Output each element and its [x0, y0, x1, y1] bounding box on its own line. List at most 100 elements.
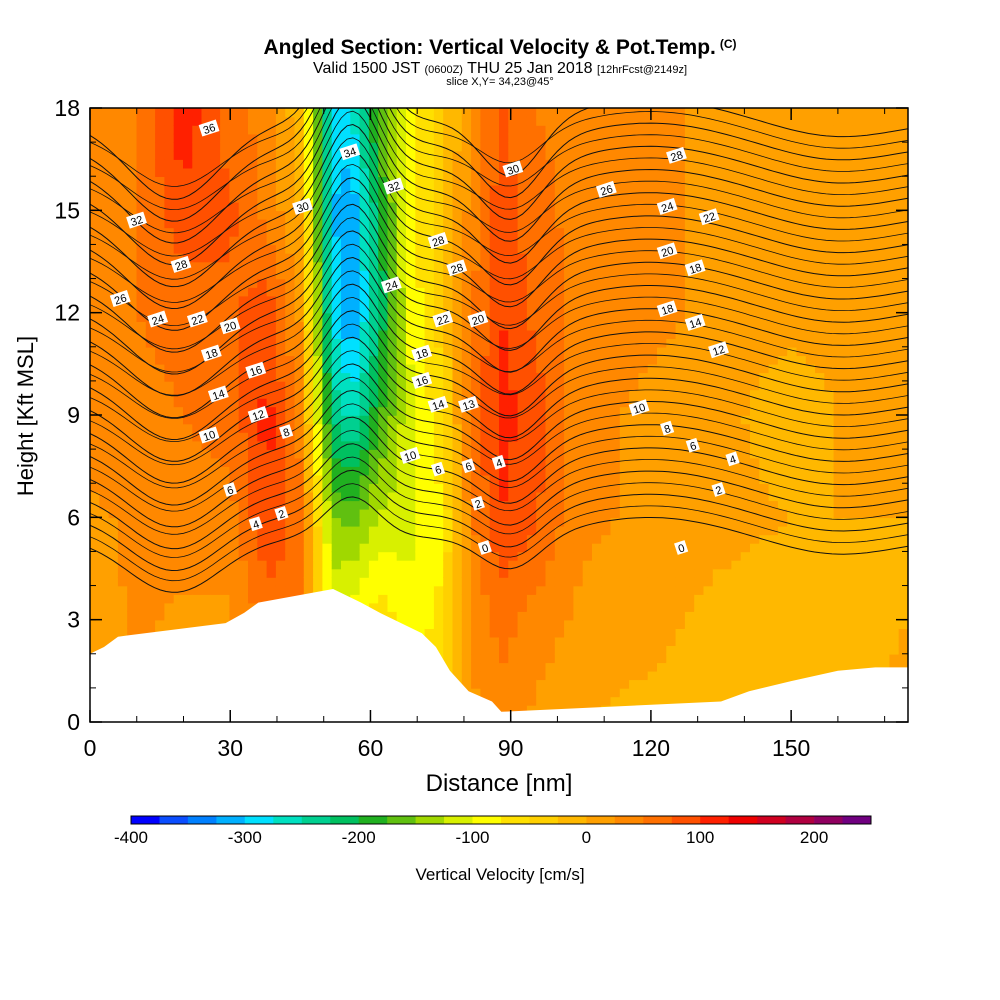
velocity-cell	[415, 133, 426, 143]
velocity-cell	[220, 142, 231, 152]
velocity-cell	[508, 500, 519, 510]
velocity-cell	[582, 645, 593, 655]
velocity-cell	[387, 397, 398, 408]
velocity-cell	[378, 474, 389, 484]
velocity-cell	[508, 355, 519, 365]
velocity-cell	[657, 628, 668, 638]
velocity-cell	[657, 415, 668, 425]
velocity-cell	[564, 176, 575, 186]
velocity-cell	[192, 542, 203, 553]
velocity-cell	[499, 159, 510, 169]
velocity-cell	[406, 261, 417, 271]
velocity-cell	[117, 508, 128, 519]
velocity-cell	[499, 585, 510, 595]
velocity-cell	[424, 577, 435, 587]
velocity-cell	[145, 159, 156, 169]
velocity-cell	[461, 517, 472, 527]
velocity-cell	[387, 235, 398, 246]
velocity-cell	[331, 406, 342, 416]
velocity-cell	[341, 295, 352, 305]
velocity-cell	[350, 338, 361, 348]
velocity-cell	[415, 525, 426, 536]
velocity-cell	[192, 491, 203, 502]
velocity-cell	[99, 176, 110, 186]
velocity-cell	[666, 619, 677, 629]
velocity-cell	[331, 534, 342, 544]
velocity-cell	[703, 312, 714, 322]
velocity-cell	[647, 602, 658, 612]
velocity-cell	[471, 483, 482, 493]
velocity-cell	[145, 594, 156, 604]
velocity-cell	[192, 176, 203, 186]
velocity-cell	[517, 457, 528, 467]
velocity-cell	[266, 125, 277, 135]
velocity-cell	[480, 116, 491, 126]
velocity-cell	[424, 585, 435, 595]
velocity-cell	[564, 304, 575, 314]
velocity-cell	[657, 542, 668, 553]
velocity-cell	[694, 363, 705, 374]
velocity-cell	[201, 500, 212, 510]
velocity-cell	[145, 474, 156, 484]
velocity-cell	[173, 184, 184, 195]
velocity-cell	[703, 304, 714, 314]
velocity-cell	[471, 210, 482, 220]
velocity-cell	[341, 508, 352, 519]
velocity-cell	[145, 483, 156, 493]
velocity-cell	[657, 517, 668, 527]
velocity-cell	[127, 585, 138, 595]
velocity-cell	[238, 363, 249, 374]
velocity-cell	[629, 585, 640, 595]
velocity-cell	[647, 628, 658, 638]
velocity-cell	[564, 645, 575, 655]
velocity-cell	[703, 338, 714, 348]
velocity-cell	[452, 210, 463, 220]
velocity-cell	[694, 227, 705, 237]
velocity-cell	[508, 662, 519, 672]
velocity-cell	[220, 525, 231, 536]
velocity-cell	[248, 278, 259, 288]
velocity-cell	[452, 585, 463, 595]
velocity-cell	[647, 525, 658, 536]
velocity-cell	[712, 534, 723, 544]
velocity-cell	[684, 389, 695, 399]
velocity-cell	[164, 491, 175, 502]
velocity-cell	[117, 628, 128, 638]
velocity-cell	[108, 594, 119, 604]
velocity-cell	[220, 560, 231, 570]
velocity-cell	[201, 517, 212, 527]
velocity-cell	[201, 466, 212, 476]
velocity-cell	[489, 133, 500, 143]
velocity-cell	[229, 125, 240, 135]
velocity-cell	[145, 491, 156, 502]
velocity-cell	[499, 244, 510, 254]
velocity-cell	[601, 372, 612, 382]
velocity-cell	[415, 193, 426, 203]
velocity-cell	[350, 159, 361, 169]
velocity-cell	[406, 525, 417, 536]
velocity-cell	[471, 449, 482, 459]
velocity-cell	[275, 167, 286, 177]
velocity-cell	[396, 304, 407, 314]
velocity-cell	[694, 619, 705, 629]
velocity-cell	[136, 602, 147, 612]
velocity-cell	[489, 585, 500, 595]
velocity-cell	[508, 577, 519, 587]
velocity-cell	[480, 184, 491, 195]
velocity-cell	[443, 440, 454, 450]
velocity-cell	[657, 176, 668, 186]
velocity-cell	[564, 491, 575, 502]
velocity-cell	[117, 116, 128, 126]
velocity-cell	[638, 321, 649, 331]
velocity-cell	[619, 184, 630, 195]
velocity-cell	[443, 125, 454, 135]
velocity-cell	[406, 193, 417, 203]
velocity-cell	[155, 201, 166, 212]
velocity-cell	[313, 406, 324, 416]
velocity-cell	[164, 406, 175, 416]
velocity-cell	[722, 525, 733, 536]
velocity-cell	[517, 312, 528, 322]
velocity-cell	[108, 201, 119, 212]
velocity-cell	[229, 594, 240, 604]
velocity-cell	[192, 346, 203, 357]
